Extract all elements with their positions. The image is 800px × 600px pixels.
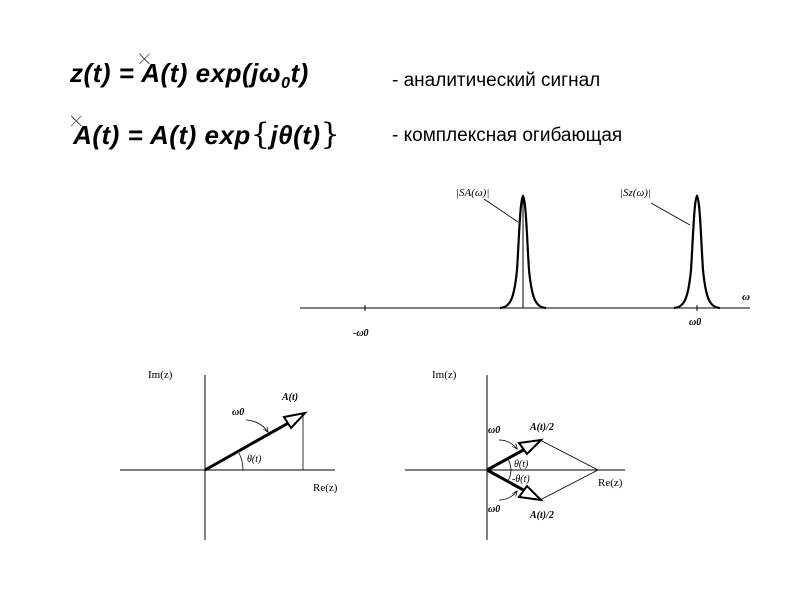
upper-vector-shaft bbox=[486, 446, 528, 472]
phasor-diagram-left: Im(z) Re(z) A(t) ω0 θ(t) bbox=[120, 369, 338, 540]
angle-label: θ(t) bbox=[247, 454, 262, 465]
lower-angle-label: -θ(t) bbox=[512, 474, 530, 485]
upper-vector-arrowhead bbox=[517, 438, 544, 456]
lower-rotation-label: ω0 bbox=[488, 504, 500, 515]
left-tick-label: -ω0 bbox=[353, 328, 369, 339]
complex-envelope-formula: 🞨A(t) = A(t) exp{jθ(t)} bbox=[70, 109, 341, 152]
parallelogram-upper bbox=[539, 439, 599, 471]
real-axis-label: Re(z) bbox=[313, 482, 338, 494]
upper-vector-label: A(t)/2 bbox=[529, 422, 554, 433]
vector-label: A(t) bbox=[281, 392, 298, 403]
parallelogram-lower bbox=[539, 469, 599, 501]
missing-glyph-icon: 🞨 bbox=[70, 109, 84, 134]
analytic-signal-formula: z(t) = 🞨A(t) exp(jω0t) bbox=[70, 47, 309, 93]
frequency-axis-label: ω bbox=[742, 291, 750, 303]
formula-rhs: A(t) exp(jω0t) bbox=[141, 58, 309, 93]
upper-rotation-label: ω0 bbox=[488, 425, 500, 436]
vector-arrowhead bbox=[282, 411, 308, 430]
spectrum-plot: |SA(ω)| |Sz(ω)| ω -ω0 ω0 bbox=[300, 187, 750, 339]
left-peak bbox=[499, 194, 547, 310]
formula-arg: jθ(t) bbox=[270, 120, 321, 150]
upper-rotation-arrow bbox=[498, 439, 517, 449]
lower-rotation-arrow bbox=[498, 491, 517, 501]
phasor-diagram-right: Im(z) Re(z) A(t)/2 A(t)/2 ω0 ω0 θ(t) -θ(… bbox=[405, 369, 625, 540]
real-axis-label: Re(z) bbox=[598, 477, 623, 489]
rotation-arrow bbox=[245, 419, 268, 432]
vector-shaft bbox=[204, 419, 293, 472]
imaginary-axis-label: Im(z) bbox=[432, 369, 457, 381]
complex-envelope-description: - комплексная огибающая bbox=[392, 125, 623, 146]
upper-angle-arc bbox=[507, 458, 512, 471]
right-peak bbox=[673, 194, 721, 310]
angle-arc bbox=[238, 452, 244, 471]
left-brace: { bbox=[250, 117, 271, 152]
right-brace: } bbox=[320, 117, 341, 152]
lower-vector-arrowhead bbox=[517, 484, 544, 502]
right-tick-label: ω0 bbox=[689, 317, 701, 328]
left-peak-label: |SA(ω)| bbox=[456, 187, 489, 199]
imaginary-axis-label: Im(z) bbox=[148, 369, 173, 381]
right-peak-label: |Sz(ω)| bbox=[620, 187, 651, 199]
lower-angle-arc bbox=[507, 469, 512, 482]
formula-body: A(t) = A(t) exp bbox=[73, 120, 251, 150]
analytic-signal-description: - аналитический сигнал bbox=[392, 70, 601, 91]
left-peak-leader bbox=[483, 198, 519, 223]
upper-angle-label: θ(t) bbox=[514, 459, 529, 470]
missing-glyph-icon: 🞨 bbox=[138, 47, 152, 72]
right-peak-leader bbox=[650, 202, 691, 226]
rotation-label: ω0 bbox=[232, 407, 244, 418]
lower-vector-label: A(t)/2 bbox=[529, 510, 554, 521]
lower-vector-shaft bbox=[486, 468, 528, 494]
formula-lhs: z(t) = bbox=[70, 58, 143, 88]
